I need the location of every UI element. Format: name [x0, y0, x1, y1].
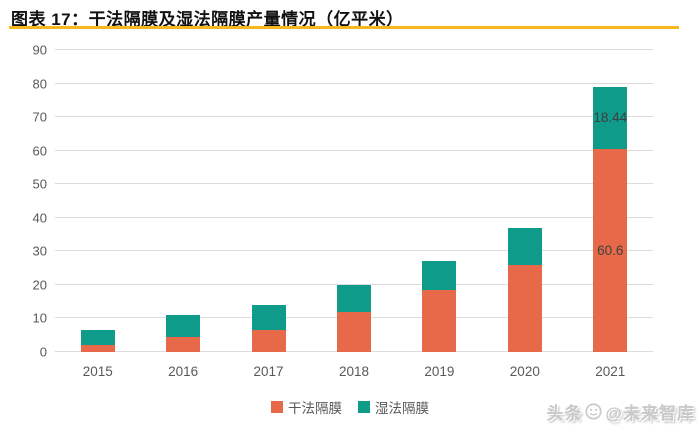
bar-column-2019 [397, 50, 482, 352]
y-axis-tick-label: 0 [39, 344, 47, 360]
toutiao-avatar-icon [585, 403, 602, 420]
stacked-bar-2019 [422, 50, 457, 352]
bar-segment-湿法隔膜-2020 [507, 227, 542, 265]
gridline [55, 149, 653, 151]
watermark: 头条 @未来智库 [546, 399, 695, 424]
y-axis-tick-label: 60 [32, 143, 47, 159]
bar-segment-干法隔膜-2015 [80, 345, 115, 352]
bar-segment-湿法隔膜-2016 [166, 315, 201, 337]
title-underline [9, 26, 679, 29]
bar-segment-湿法隔膜-2021: 18.44 [593, 86, 628, 149]
plot-area: 60.6 18.44 [55, 49, 653, 352]
y-axis-tick-label: 30 [32, 243, 47, 259]
watermark-prefix: 头条 [546, 404, 583, 423]
x-axis-label-2020: 2020 [509, 364, 540, 379]
x-axis-label-2019: 2019 [424, 364, 455, 379]
data-label: 60.6 [597, 242, 624, 258]
bar-column-2016 [140, 50, 225, 352]
stacked-bar-2020 [507, 50, 542, 352]
legend-item-湿法隔膜: 湿法隔膜 [358, 397, 429, 417]
legend-label: 干法隔膜 [288, 401, 342, 416]
x-axis-label-2018: 2018 [338, 364, 369, 379]
gridline [55, 116, 653, 118]
y-axis-tick-label: 70 [32, 109, 47, 125]
bar-segment-干法隔膜-2016 [166, 336, 201, 352]
y-axis-tick-label: 80 [32, 76, 47, 92]
bar-segment-湿法隔膜-2015 [80, 330, 115, 346]
x-axis-label-2021: 2021 [595, 364, 626, 379]
legend-item-干法隔膜: 干法隔膜 [271, 397, 342, 417]
stacked-bar-2016 [166, 50, 201, 352]
bar-column-2020 [482, 50, 567, 352]
x-axis-label-2015: 2015 [82, 364, 113, 379]
x-axis-labels: 2015 2016 2017 2018 2019 2020 2021 [55, 364, 653, 379]
gridline [55, 49, 653, 50]
bar-segment-干法隔膜-2017 [251, 330, 286, 352]
bar-segment-湿法隔膜-2017 [251, 305, 286, 331]
bar-segment-干法隔膜-2018 [336, 311, 371, 352]
y-axis: 0 10 20 30 40 50 60 70 80 90 [0, 44, 47, 359]
bar-segment-干法隔膜-2021: 60.6 [593, 148, 628, 352]
stacked-bar-2017 [251, 50, 286, 352]
legend-swatch-icon [358, 401, 370, 413]
y-axis-tick-label: 50 [32, 176, 47, 192]
x-axis-label-2017: 2017 [253, 364, 284, 379]
bar-column-2018 [311, 50, 396, 352]
bar-segment-干法隔膜-2020 [507, 264, 542, 352]
bar-segment-湿法隔膜-2018 [336, 284, 371, 312]
bar-column-2015 [55, 50, 140, 352]
gridline [55, 283, 653, 285]
x-axis-label-2016: 2016 [168, 364, 199, 379]
gridline [55, 216, 653, 218]
data-label: 18.44 [593, 109, 628, 125]
bar-segment-干法隔膜-2019 [422, 289, 457, 352]
gridline [55, 82, 653, 84]
bar-column-2021: 60.6 18.44 [568, 50, 653, 352]
y-axis-tick-label: 10 [32, 310, 47, 326]
y-axis-tick-label: 40 [32, 210, 47, 226]
y-axis-tick-label: 20 [32, 277, 47, 293]
legend-swatch-icon [271, 401, 283, 413]
stacked-bar-2018 [336, 50, 371, 352]
stacked-bar-2015 [80, 50, 115, 352]
legend: 干法隔膜 湿法隔膜 [0, 397, 700, 417]
bar-segment-湿法隔膜-2019 [422, 261, 457, 290]
gridline [55, 250, 653, 252]
figure-title: 图表 17：干法隔膜及湿法隔膜产量情况（亿平米） [11, 10, 404, 29]
watermark-handle: @未来智库 [605, 404, 695, 423]
gridline [55, 183, 653, 185]
bar-columns: 60.6 18.44 [55, 50, 653, 352]
y-axis-tick-label: 90 [32, 42, 47, 58]
legend-label: 湿法隔膜 [375, 401, 429, 416]
stacked-bar-2021: 60.6 18.44 [593, 50, 628, 352]
bar-column-2017 [226, 50, 311, 352]
